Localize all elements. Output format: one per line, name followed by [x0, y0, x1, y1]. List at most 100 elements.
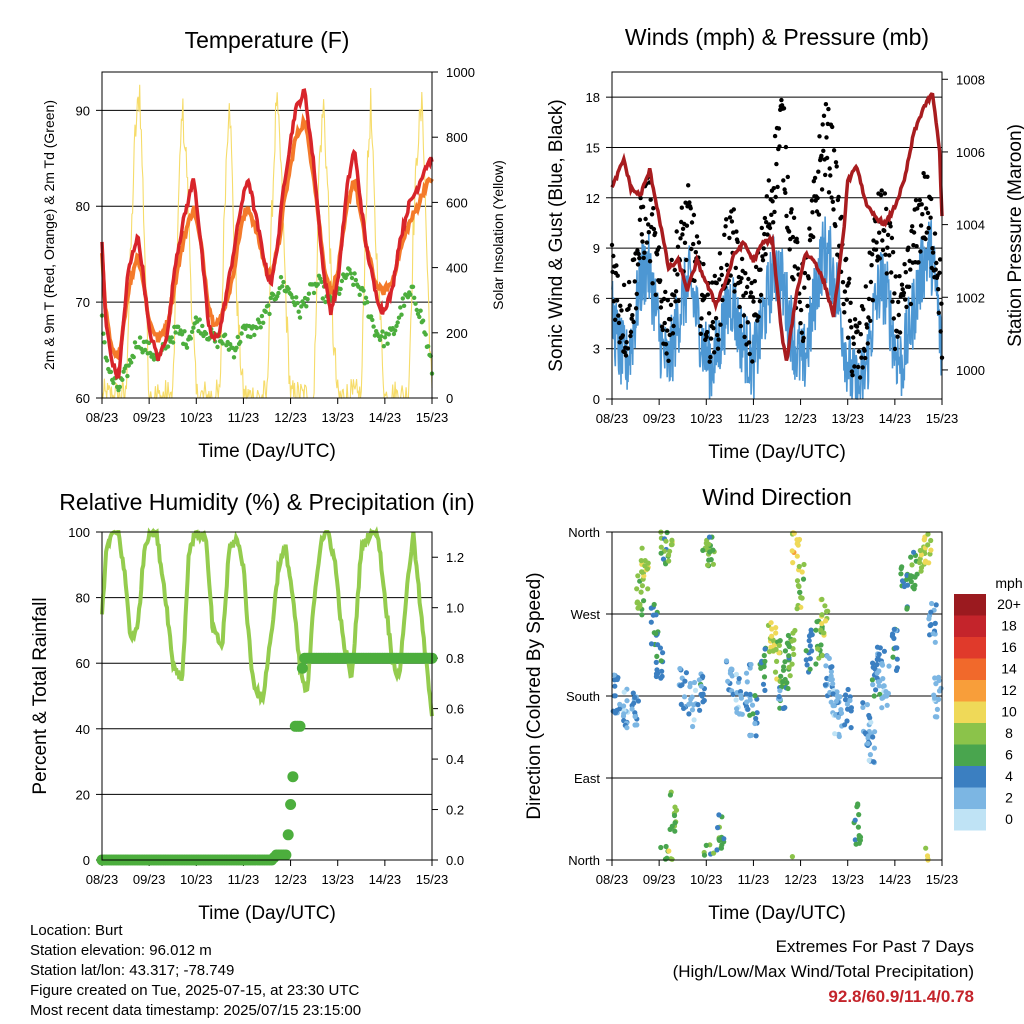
gust-point: [675, 244, 681, 249]
gust-point: [774, 161, 779, 167]
gust-point: [708, 336, 714, 341]
gust-point: [856, 349, 862, 354]
direction-point: [614, 707, 620, 713]
humidity-ytick-label: 100: [68, 525, 90, 540]
direction-point: [776, 694, 782, 700]
direction-point: [801, 561, 807, 568]
gust-point: [619, 308, 624, 313]
direction-point: [753, 715, 759, 722]
gust-point: [908, 267, 913, 272]
gust-point: [743, 271, 748, 276]
direction-point: [681, 705, 687, 712]
direction-point: [794, 578, 801, 584]
direction-point: [891, 626, 897, 632]
extremes-values: 92.8/60.9/11.4/0.78: [828, 987, 974, 1006]
direction-point: [733, 697, 739, 703]
direction-point: [855, 824, 862, 830]
direction-point: [691, 717, 697, 723]
direction-point: [648, 641, 655, 647]
humidity-plot-frame: [101, 531, 433, 861]
gust-point: [936, 287, 941, 292]
gust-point: [848, 300, 853, 305]
gust-point: [785, 174, 790, 180]
direction-point: [848, 725, 854, 731]
winds-ytick-label: 3: [593, 342, 600, 357]
gust-point: [863, 355, 868, 361]
direction-point: [921, 537, 927, 543]
dewpoint-point: [396, 315, 402, 320]
gust-point: [834, 164, 839, 169]
dewpoint-point: [294, 295, 299, 300]
direction-point: [907, 576, 913, 582]
dewpoint-point: [271, 292, 276, 297]
direction-point: [635, 573, 641, 579]
elevation-text: Station elevation: 96.012 m: [30, 942, 212, 959]
gust-point: [733, 265, 738, 271]
direction-point: [639, 569, 645, 575]
gust-point: [902, 262, 907, 267]
direction-point: [803, 657, 809, 663]
gust-point: [781, 106, 787, 111]
direction-point: [671, 812, 678, 819]
direction-point: [654, 667, 660, 673]
gust-point: [741, 293, 746, 298]
humidity-ytick-label: 60: [76, 656, 90, 671]
direction-point: [621, 703, 627, 709]
gust-point: [760, 254, 765, 259]
winds-ytick-label: 9: [593, 241, 600, 256]
direction-point: [700, 673, 706, 680]
gust-point: [660, 327, 665, 333]
gust-point: [847, 318, 853, 323]
gust-point: [737, 304, 742, 310]
humidity-xtick-label: 10/23: [180, 872, 213, 887]
direction-point: [666, 558, 672, 564]
gust-point: [849, 325, 854, 330]
direction-point: [686, 711, 692, 717]
dewpoint-point: [315, 282, 320, 287]
winds-xtick-label: 11/23: [738, 411, 770, 426]
gust-point: [934, 260, 939, 266]
humidity-y2tick-label: 0.0: [446, 853, 464, 868]
gust-point: [904, 304, 909, 310]
direction-point: [911, 549, 917, 555]
wind_direction-ylabel: Direction (Colored By Speed): [524, 572, 545, 819]
direction-point: [614, 676, 620, 683]
gust-point: [798, 307, 804, 313]
direction-point: [828, 669, 835, 675]
dewpoint-point: [131, 354, 136, 360]
gust-point: [694, 234, 700, 239]
dewpoint-point: [371, 324, 376, 329]
direction-point: [639, 545, 645, 551]
direction-point: [658, 658, 664, 664]
gust-point: [842, 310, 847, 315]
dewpoint-point: [305, 297, 310, 302]
direction-point: [669, 541, 675, 548]
wind_direction-xtick-label: 15/23: [926, 872, 959, 887]
gust-point: [900, 287, 905, 292]
dewpoint-point: [386, 332, 391, 337]
direction-point: [853, 841, 859, 847]
temperature-y2tick-label: 600: [446, 195, 468, 210]
gust-point: [895, 334, 900, 339]
direction-point: [771, 642, 778, 648]
winds-ytick-label: 12: [586, 191, 600, 206]
direction-point: [876, 683, 882, 689]
temperature-plot-frame: [101, 71, 433, 399]
dewpoint-point: [382, 335, 388, 340]
wind_direction-ytick-label: West: [571, 607, 601, 622]
direction-point: [714, 847, 720, 853]
winds-ytick-label: 15: [586, 140, 600, 155]
direction-point: [827, 676, 833, 683]
direction-point: [653, 671, 660, 677]
dewpoint-point: [182, 329, 187, 334]
direction-point: [772, 669, 779, 675]
dewpoint-point: [337, 291, 342, 296]
direction-point: [701, 697, 707, 704]
direction-point: [748, 732, 755, 738]
direction-point: [686, 701, 692, 707]
gust-point: [806, 276, 811, 281]
direction-point: [716, 836, 722, 842]
gust-point: [671, 323, 676, 329]
gust-point: [939, 301, 944, 306]
precipitation-point: [285, 799, 297, 810]
